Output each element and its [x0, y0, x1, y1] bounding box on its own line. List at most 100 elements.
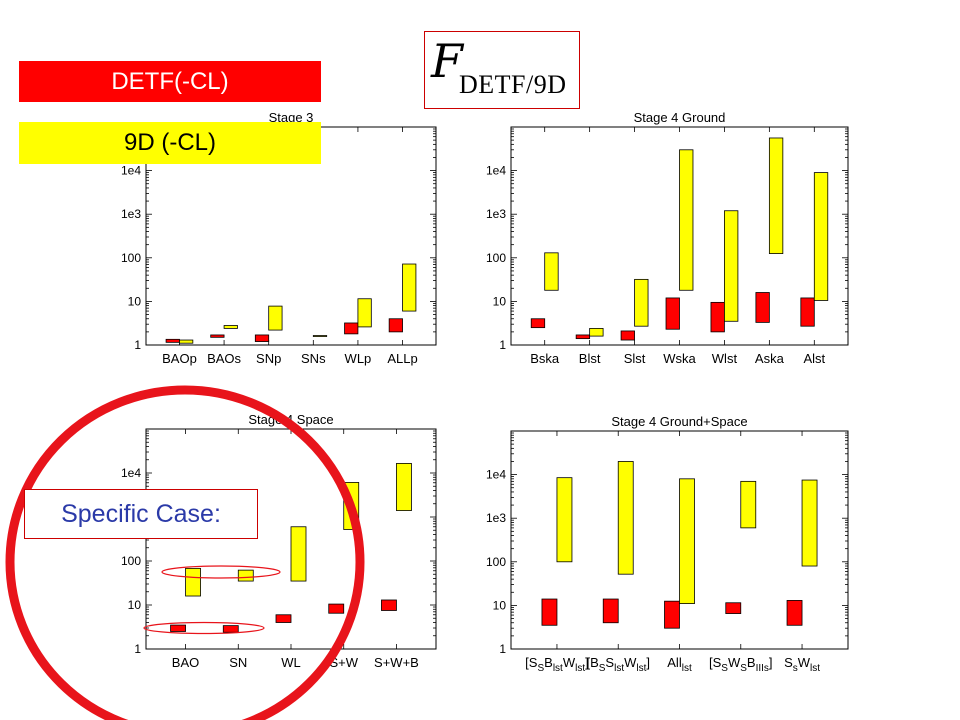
- detf-range-bar-2: [602, 598, 619, 624]
- chart-panel-4: Stage 4 Ground+Space 1 10 100 1e3 1e4 [SSBlstW…: [486, 414, 849, 674]
- chart-panel-3: Stage 4 Space1101001e31e4BAOSNWLS+WS+W+B: [121, 412, 437, 670]
- x-tick-label: Bska: [530, 351, 560, 366]
- detf-range-bar-4: [665, 297, 680, 330]
- chart-title: Stage 4 Ground+Space: [611, 414, 747, 429]
- x-tick-label: SNs: [301, 351, 326, 366]
- y-tick-label: 1e4: [486, 164, 506, 178]
- y-tick-label: 10: [128, 598, 142, 612]
- detf-range-bar-3: [664, 600, 680, 629]
- x-tick-label: BAOp: [162, 351, 197, 366]
- chart-panel-1: Stage 3 1 10 100 1e3 1e4 BAOp BAOs SNp SNs WLp ALLp: [121, 110, 437, 366]
- y-tick-label: 1e3: [486, 207, 506, 221]
- 9d-range-bar-2: [223, 325, 238, 329]
- 9d-range-bar-4: [740, 480, 757, 529]
- x-tick-label: ALLp: [387, 351, 417, 366]
- x-tick-label: Wska: [663, 351, 696, 366]
- specific-case-label: Specific Case:: [61, 499, 221, 528]
- x-tick-label: SNp: [256, 351, 281, 366]
- y-tick-label: 1e3: [486, 511, 506, 525]
- fom-symbol: F: [431, 34, 463, 88]
- 9d-range-bar-4: [312, 335, 328, 337]
- fom-label-box: F DETF/9D: [424, 31, 580, 109]
- detf-range-bar-2: [575, 334, 591, 340]
- x-tick-label: Wlst: [712, 351, 738, 366]
- 9d-range-bar-5: [801, 479, 818, 567]
- x-tick-label: [BSSlstWlst]: [586, 655, 650, 674]
- detf-range-bar-6: [755, 292, 770, 323]
- 9d-range-bar-6: [402, 263, 417, 312]
- x-tick-label: [SSBlstWlst]: [525, 655, 589, 674]
- 9d-range-bar-4: [679, 149, 694, 291]
- x-tick-label: Alst: [803, 351, 825, 366]
- y-tick-label: 1: [134, 338, 141, 352]
- detf-range-bar-5: [381, 599, 397, 611]
- detf-range-bar-3: [275, 614, 292, 623]
- y-tick-label: 1e3: [121, 207, 141, 221]
- 9d-range-bar-3: [268, 305, 283, 331]
- 9d-range-bar-1: [185, 567, 201, 597]
- 9d-range-bar-5: [724, 210, 739, 322]
- chart-title: Stage 4 Ground: [634, 110, 726, 125]
- y-tick-label: 1: [134, 642, 141, 656]
- x-tick-label: SN: [229, 655, 247, 670]
- x-tick-label: Aska: [755, 351, 785, 366]
- 9d-range-bar-1: [179, 339, 194, 344]
- y-tick-label: 1: [499, 642, 506, 656]
- y-tick-label: 10: [128, 294, 142, 308]
- detf-range-bar-7: [800, 297, 815, 327]
- 9d-range-bar-2: [589, 328, 604, 337]
- x-tick-label: BAO: [172, 655, 199, 670]
- y-tick-label: 1e4: [486, 468, 506, 482]
- detf-range-bar-1: [541, 598, 558, 626]
- legend-detf-label: DETF(-CL): [111, 67, 229, 95]
- chart-panel-2: Stage 4 Ground 1 10 100 1e3 1e4 Bska Blst Slst Ws…: [486, 110, 849, 366]
- x-tick-label: [SSWSBIIIs]: [709, 655, 773, 674]
- y-tick-label: 100: [486, 555, 506, 569]
- detf-range-bar-5: [344, 322, 359, 335]
- y-tick-label: 100: [486, 251, 506, 265]
- y-tick-label: 10: [493, 294, 507, 308]
- detf-range-bar-1: [530, 318, 546, 329]
- x-tick-label: WLp: [345, 351, 372, 366]
- 9d-range-bar-3: [679, 478, 695, 604]
- fom-subscript: DETF/9D: [459, 70, 567, 99]
- detf-range-bar-4: [328, 603, 345, 614]
- x-tick-label: BAOs: [207, 351, 241, 366]
- x-tick-label: SsWlst: [784, 655, 820, 674]
- detf-range-bar-5: [786, 600, 803, 626]
- detf-range-bar-4: [725, 602, 742, 614]
- y-tick-label: 1: [499, 338, 506, 352]
- specific-case-callout: Specific Case:: [24, 489, 258, 539]
- x-tick-label: S+W: [329, 655, 358, 670]
- y-tick-label: 1e4: [121, 466, 141, 480]
- chart-title: Stage 4 Space: [248, 412, 333, 427]
- chart-title: Stage 3: [269, 110, 314, 125]
- y-tick-label: 100: [121, 251, 141, 265]
- y-tick-label: 100: [121, 554, 141, 568]
- x-tick-label: Alllst: [667, 655, 692, 674]
- 9d-range-bar-1: [556, 477, 573, 563]
- 9d-range-bar-5: [396, 463, 412, 511]
- y-tick-label: 10: [493, 598, 507, 612]
- detf-range-bar-1: [170, 624, 186, 632]
- detf-range-bar-1: [165, 338, 180, 343]
- 9d-range-bar-2: [617, 461, 634, 575]
- detf-range-bar-3: [254, 334, 270, 342]
- detf-range-bar-5: [710, 301, 725, 333]
- 9d-range-bar-4: [343, 482, 360, 530]
- 9d-range-bar-3: [290, 526, 307, 582]
- x-tick-label: Blst: [579, 351, 601, 366]
- x-tick-label: Slst: [624, 351, 646, 366]
- y-tick-label: 1e4: [121, 164, 141, 178]
- 9d-range-bar-1: [544, 252, 559, 291]
- legend-9d-label: 9D (-CL): [123, 129, 216, 156]
- detf-range-bar-2: [210, 334, 225, 338]
- 9d-range-bar-3: [634, 278, 649, 327]
- 9d-range-bar-5: [357, 298, 372, 328]
- x-tick-label: S+W+B: [374, 655, 419, 670]
- x-tick-label: WL: [281, 655, 301, 670]
- 9d-range-bar-7: [813, 172, 829, 301]
- detf-range-bar-2: [222, 625, 239, 633]
- legend-detf: DETF(-CL): [19, 61, 321, 102]
- detf-range-bar-6: [388, 318, 403, 333]
